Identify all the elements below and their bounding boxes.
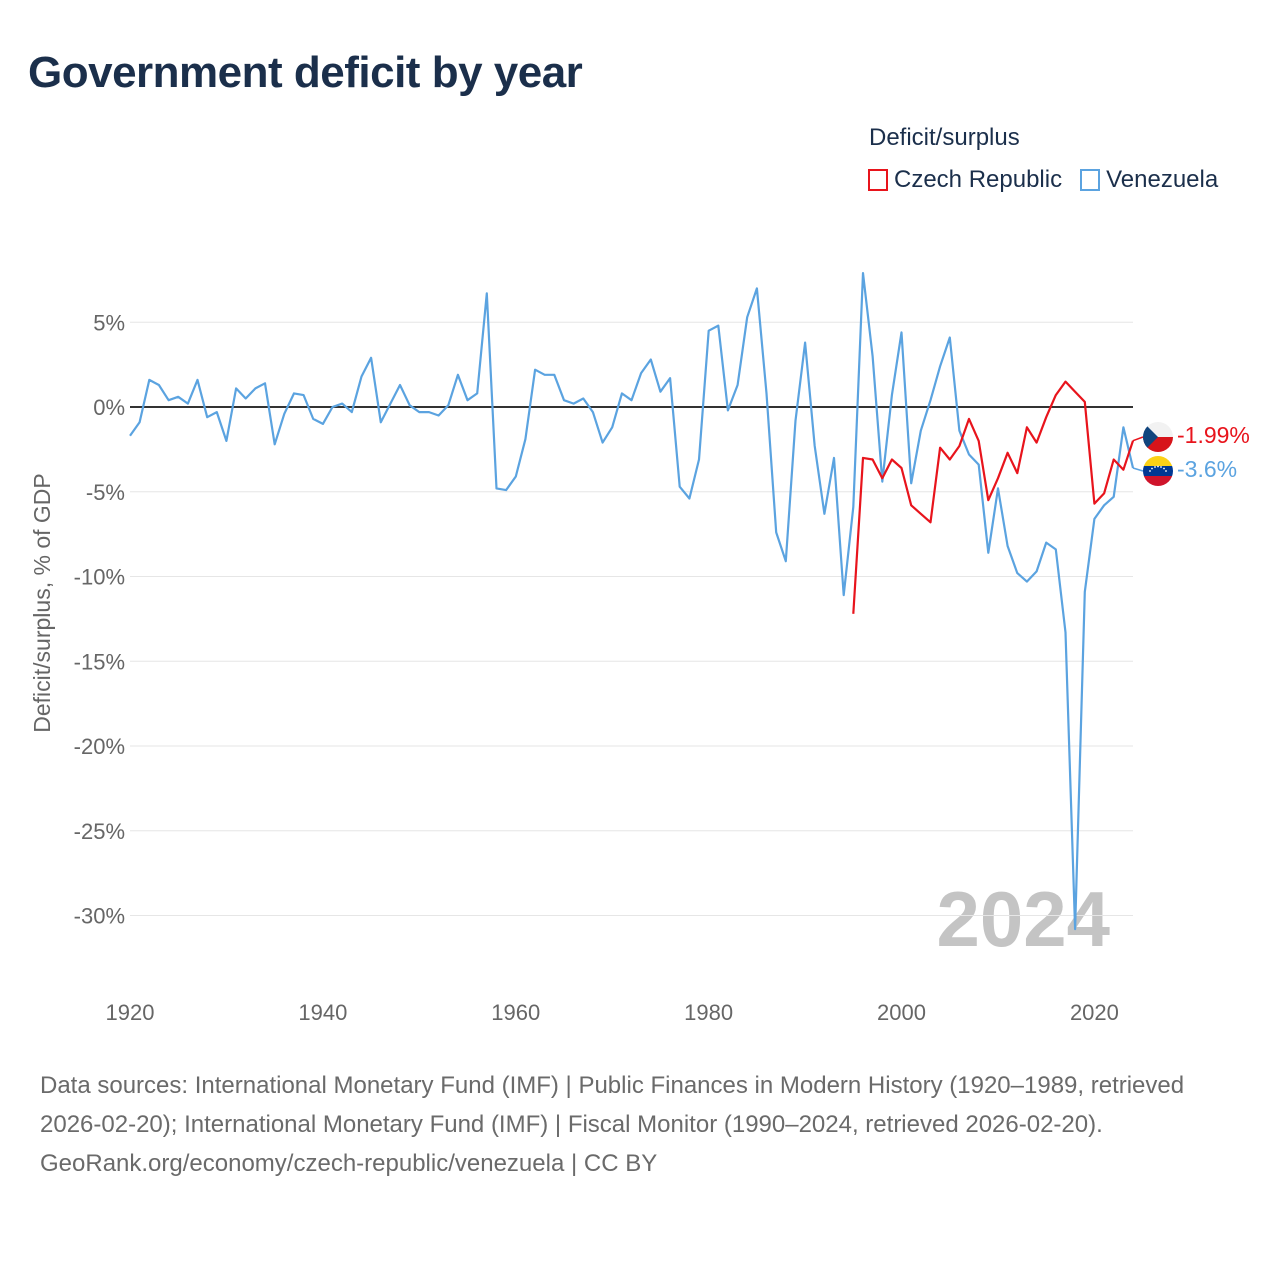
end-label-czech-republic: -1.99% xyxy=(1177,422,1250,448)
legend-label-czech-republic: Czech Republic xyxy=(894,166,1063,193)
y-tick-label: -10% xyxy=(74,565,125,590)
x-axis-ticks: 1920 1940 1960 1980 2000 2020 xyxy=(106,1000,1119,1025)
legend: Czech Republic Venezuela xyxy=(868,166,1218,194)
venezuela-flag-icon xyxy=(1143,456,1173,486)
year-watermark: 2024 xyxy=(936,875,1110,963)
x-tick-label: 2000 xyxy=(877,1000,926,1025)
y-tick-label: 0% xyxy=(93,395,125,420)
sources-text: Data sources: International Monetary Fun… xyxy=(40,1072,1185,1138)
data-sources: Data sources: International Monetary Fun… xyxy=(40,1066,1240,1183)
x-tick-label: 1920 xyxy=(106,1000,155,1025)
x-tick-label: 2020 xyxy=(1070,1000,1119,1025)
x-tick-label: 1940 xyxy=(298,1000,347,1025)
y-axis-label: Deficit/surplus, % of GDP xyxy=(29,473,55,732)
attribution-link[interactable]: GeoRank.org/economy/czech-republic/venez… xyxy=(40,1150,658,1177)
end-label-venezuela: -3.6% xyxy=(1177,456,1237,482)
y-tick-label: -15% xyxy=(74,649,125,674)
gridlines xyxy=(130,321,1133,916)
series-line-czech-republic[interactable] xyxy=(852,380,1135,614)
y-tick-label: -30% xyxy=(74,904,125,929)
x-tick-label: 1960 xyxy=(491,1000,540,1025)
line-chart: 2024 5% 0% -5% -10% -15% -20% -25% -30% 1920 194… xyxy=(29,272,1250,1025)
y-axis-ticks: 5% 0% -5% -10% -15% -20% -25% -30% xyxy=(74,310,125,928)
legend-swatch-czech-republic xyxy=(868,169,888,191)
y-tick-label: -20% xyxy=(74,734,125,759)
x-tick-label: 1980 xyxy=(684,1000,733,1025)
czech-republic-flag-icon xyxy=(1143,422,1173,452)
legend-swatch-venezuela xyxy=(1080,169,1101,191)
series-lines xyxy=(129,272,1144,931)
legend-label-venezuela: Venezuela xyxy=(1106,166,1219,193)
series-line-venezuela[interactable] xyxy=(129,272,1135,931)
y-tick-label: -5% xyxy=(86,480,125,505)
legend-title: Deficit/surplus xyxy=(869,124,1020,151)
chart-title: Government deficit by year xyxy=(28,48,583,97)
legend-item-venezuela[interactable]: Venezuela xyxy=(1080,166,1218,194)
y-tick-label: -25% xyxy=(74,819,125,844)
y-tick-label: 5% xyxy=(93,310,125,335)
end-connector-venezuela xyxy=(1132,467,1144,472)
end-connector-czech-republic xyxy=(1132,436,1144,442)
end-markers: -1.99% -3.6% xyxy=(1143,422,1250,486)
legend-item-czech-republic[interactable]: Czech Republic xyxy=(868,166,1062,194)
